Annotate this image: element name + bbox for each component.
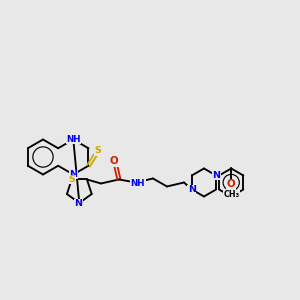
Text: N: N: [74, 200, 82, 208]
Text: S: S: [68, 175, 75, 184]
Text: N: N: [212, 171, 220, 180]
Text: O: O: [227, 179, 236, 190]
Text: O: O: [110, 157, 118, 166]
Text: N: N: [188, 185, 196, 194]
Text: NH: NH: [66, 135, 81, 144]
Text: CH₃: CH₃: [223, 190, 239, 199]
Text: NH: NH: [131, 179, 145, 188]
Text: S: S: [94, 146, 101, 155]
Text: N: N: [69, 170, 77, 179]
